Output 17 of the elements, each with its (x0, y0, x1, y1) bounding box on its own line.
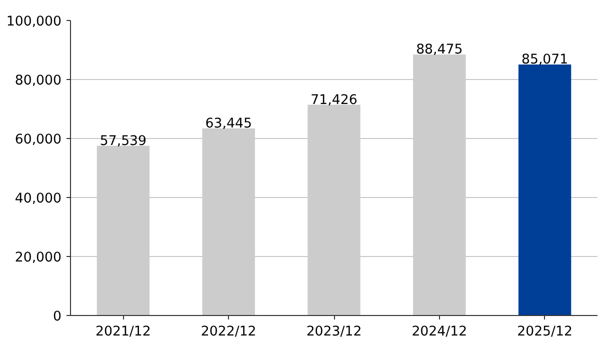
data-label: 85,071 (521, 52, 568, 68)
y-tick-label: 100,000 (6, 14, 62, 30)
y-tick-label: 80,000 (14, 74, 62, 88)
y-tick-label: 0 (53, 310, 62, 324)
x-tick-label: 2022/12 (200, 324, 256, 340)
x-tick-label: 2024/12 (412, 324, 468, 340)
data-label: 57,539 (100, 134, 147, 149)
x-tick-label: 2025/12 (517, 324, 572, 340)
data-label: 71,426 (310, 92, 358, 108)
bar (518, 64, 572, 316)
x-tick-label: 2023/12 (306, 324, 362, 340)
y-tick-label: 60,000 (14, 132, 62, 148)
y-tick-label: 20,000 (14, 250, 62, 266)
data-label: 63,445 (205, 116, 252, 132)
y-tick-label: 40,000 (14, 192, 62, 206)
x-tick-label: 2021/12 (96, 324, 151, 340)
data-label: 88,475 (416, 42, 463, 58)
